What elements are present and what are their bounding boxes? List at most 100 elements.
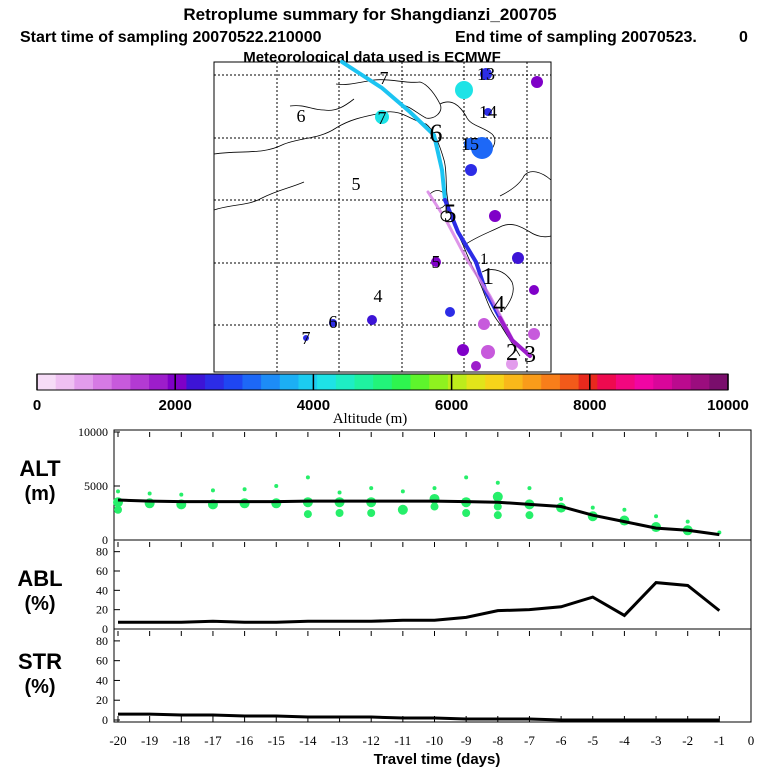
figure-title: Retroplume summary for Shangdianzi_20070… bbox=[183, 5, 556, 24]
scatter-point bbox=[114, 505, 122, 514]
colorbar-cell bbox=[447, 374, 468, 390]
colorbar-cell bbox=[709, 374, 729, 390]
day-label: 4 bbox=[493, 292, 505, 318]
colorbar-cell bbox=[410, 374, 430, 390]
day-label: 5 bbox=[444, 199, 457, 228]
y-tick-label: 80 bbox=[96, 545, 108, 559]
colorbar-cell bbox=[653, 374, 673, 390]
scatter-point bbox=[147, 491, 152, 496]
colorbar-cell bbox=[373, 374, 393, 390]
x-axis-tick-label: -4 bbox=[619, 733, 630, 748]
str-ylabel-name: STR bbox=[18, 649, 62, 674]
scatter-point bbox=[337, 490, 342, 495]
scatter-point bbox=[271, 498, 282, 509]
scatter-point bbox=[430, 502, 439, 511]
x-axis-tick-label: -14 bbox=[299, 733, 317, 748]
colorbar-cell bbox=[261, 374, 281, 390]
colorbar-cell bbox=[615, 374, 636, 390]
x-axis-tick-label: -11 bbox=[394, 733, 411, 748]
str-plot-area: 0 20 40 60 80 bbox=[96, 631, 752, 727]
colorbar-cell bbox=[279, 374, 300, 390]
abl-panel: ABL (%) 0 20 40 60 80 bbox=[17, 539, 752, 636]
y-tick-label: 0 bbox=[102, 622, 108, 636]
trajectory-spread bbox=[426, 190, 518, 348]
colorbar-cell bbox=[541, 374, 561, 390]
scatter-point bbox=[432, 486, 437, 491]
day-label: 7 bbox=[380, 68, 389, 88]
scatter-point bbox=[493, 502, 502, 511]
day-label: 4 bbox=[374, 286, 383, 306]
trajectory-markers bbox=[303, 68, 543, 371]
colorbar-cell bbox=[223, 374, 244, 390]
altitude-colorbar: 0 2000 4000 6000 8000 10000 Altitude (m) bbox=[33, 373, 749, 427]
colorbar-cell bbox=[354, 374, 374, 390]
colorbar-tick-label: 10000 bbox=[707, 397, 749, 414]
scatter-point bbox=[464, 475, 469, 480]
scatter-point bbox=[397, 504, 408, 515]
scatter-point bbox=[654, 514, 659, 519]
x-axis-tick-label: -18 bbox=[173, 733, 190, 748]
scatter-point bbox=[116, 489, 120, 494]
y-tick-label: 80 bbox=[96, 634, 108, 648]
scatter-point bbox=[559, 496, 564, 501]
end-time-tail: 0 bbox=[739, 29, 748, 46]
y-tick-label: 10000 bbox=[78, 425, 108, 439]
day-label: 15 bbox=[461, 134, 479, 154]
scatter-point bbox=[305, 475, 310, 480]
x-axis-tick-label: -8 bbox=[492, 733, 503, 748]
day-label: 1 bbox=[480, 251, 488, 268]
x-axis-tick-label: -2 bbox=[682, 733, 693, 748]
y-tick-label: 5000 bbox=[84, 479, 108, 493]
abl-ylabel-name: ABL bbox=[17, 566, 62, 591]
colorbar-cell bbox=[242, 374, 262, 390]
day-label: 7 bbox=[302, 328, 311, 348]
x-axis-title: Travel time (days) bbox=[374, 751, 501, 768]
y-tick-label: 20 bbox=[96, 603, 108, 617]
trajectory-segment-low bbox=[498, 316, 532, 358]
alt-ylabel-name: ALT bbox=[19, 456, 61, 481]
alt-plot-area: 0 5000 10000 bbox=[78, 425, 752, 547]
x-axis-tick-label: -16 bbox=[236, 733, 254, 748]
colorbar-cell bbox=[391, 374, 412, 390]
scatter-point bbox=[367, 509, 376, 517]
colorbar-cell bbox=[485, 374, 505, 390]
colorbar-tick-label: 8000 bbox=[573, 397, 606, 414]
x-axis-tick-label: -12 bbox=[363, 733, 380, 748]
colorbar-cell bbox=[130, 374, 150, 390]
x-axis-tick-label: -10 bbox=[426, 733, 443, 748]
scatter-point bbox=[303, 510, 312, 519]
scatter-point bbox=[685, 519, 690, 524]
scatter-point bbox=[242, 487, 247, 492]
colorbar-tick-label: 2000 bbox=[159, 397, 192, 414]
x-axis-tick-label: -20 bbox=[109, 733, 126, 748]
colorbar-cell bbox=[205, 374, 225, 390]
colorbar-cell bbox=[74, 374, 94, 390]
colorbar-cell bbox=[317, 374, 337, 390]
str-panel: STR (%) 0 20 40 60 80 bbox=[18, 628, 752, 727]
scatter-point bbox=[335, 509, 344, 517]
scatter-point bbox=[590, 505, 595, 510]
scatter-point bbox=[369, 486, 374, 491]
scatter-point bbox=[210, 488, 215, 493]
colorbar-tick-label: 4000 bbox=[297, 397, 330, 414]
scatter-point bbox=[400, 489, 405, 494]
y-tick-label: 20 bbox=[96, 693, 108, 707]
day-labels: 7 6 7 6 5 5 4 6 7 1 1 4 2 3 13 14 15 5 bbox=[297, 64, 537, 368]
colorbar-cell bbox=[186, 374, 206, 390]
day-label: 5 bbox=[352, 174, 361, 194]
x-axis-tick-label: -19 bbox=[141, 733, 158, 748]
colorbar-label: Altitude (m) bbox=[333, 411, 408, 427]
scatter-point bbox=[462, 509, 471, 517]
x-axis-tick-label: -6 bbox=[556, 733, 567, 748]
day-label: 2 bbox=[506, 340, 518, 366]
colorbar-cell bbox=[55, 374, 75, 390]
day-label: 3 bbox=[524, 342, 536, 368]
abl-ylabel-unit: (%) bbox=[24, 593, 55, 615]
y-tick-label: 60 bbox=[96, 564, 108, 578]
alt-panel: ALT (m) 0 5000 10000 bbox=[19, 425, 752, 547]
colorbar-cell bbox=[634, 374, 654, 390]
trajectory-path bbox=[340, 60, 532, 358]
coastlines bbox=[213, 79, 552, 357]
day-label: 1 bbox=[482, 264, 494, 290]
